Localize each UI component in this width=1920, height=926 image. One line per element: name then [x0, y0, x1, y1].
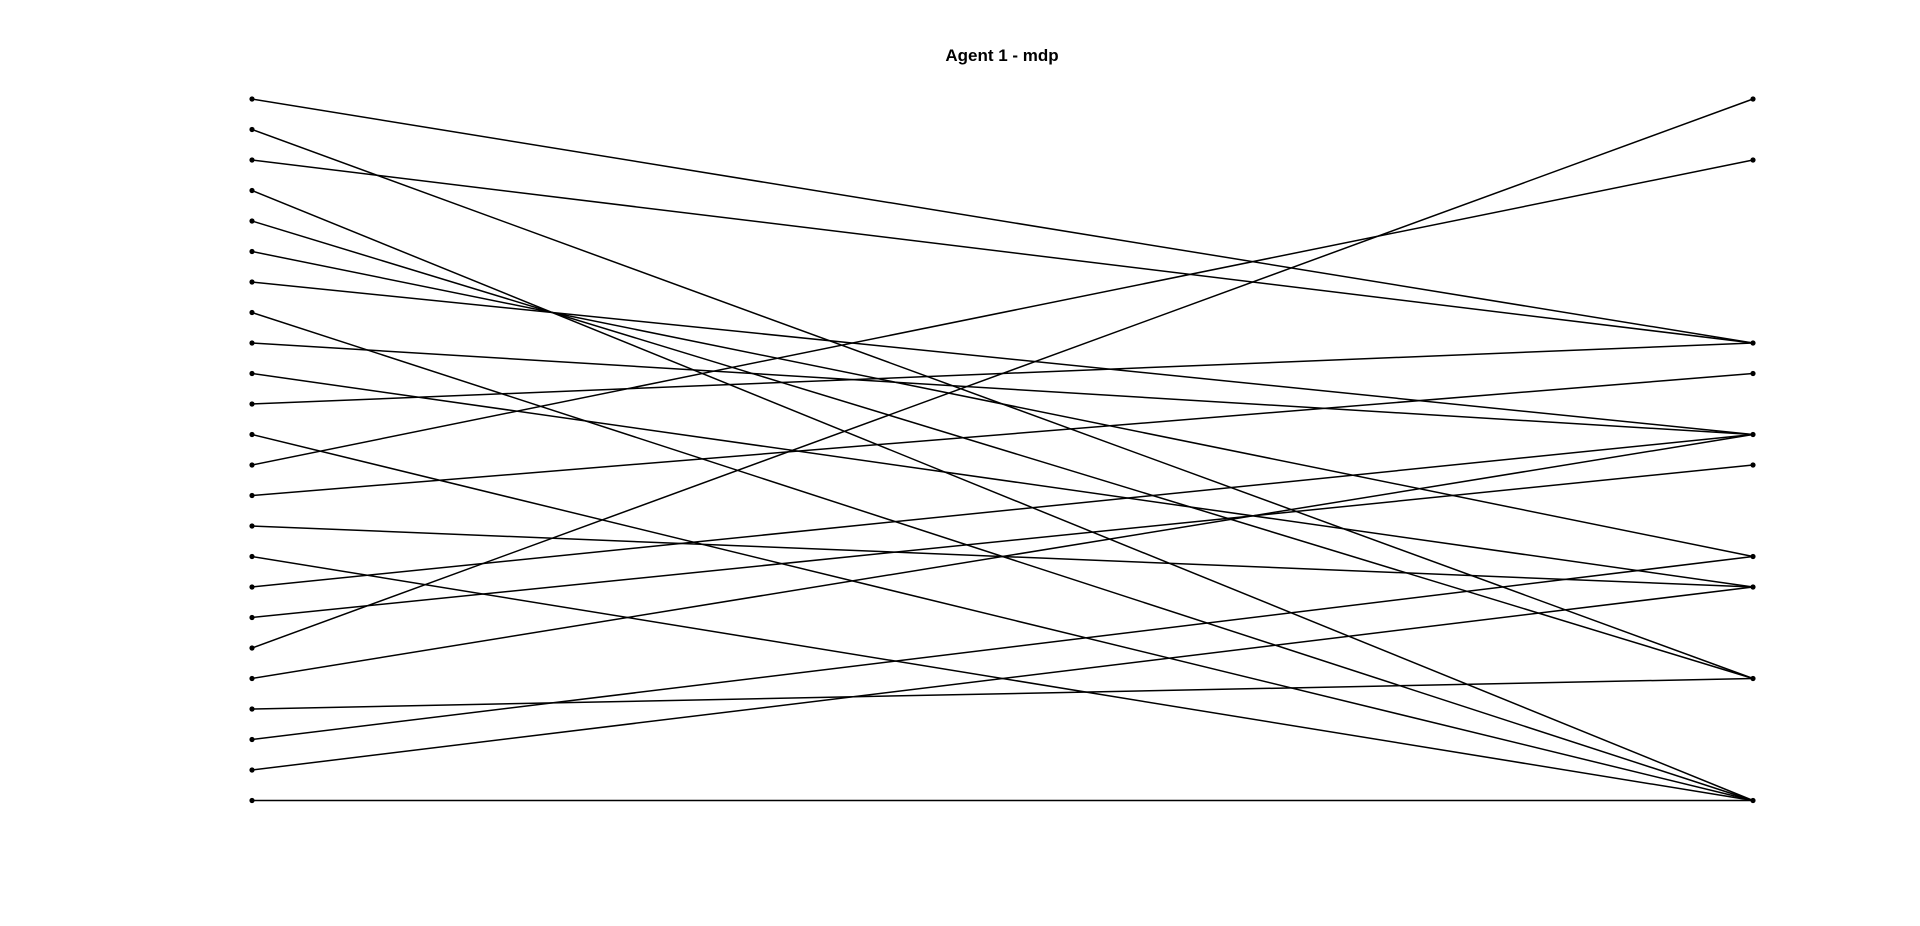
- left-node-0: [249, 96, 255, 102]
- edge-9-16: [251, 372, 1754, 588]
- edge-2-8: [251, 159, 1754, 344]
- edge-21-15: [251, 555, 1754, 741]
- right-node-12: [1750, 462, 1756, 468]
- left-node-7: [249, 309, 255, 316]
- edge-6-11: [251, 281, 1754, 436]
- edge-12-2: [251, 159, 1754, 466]
- right-node-11: [1750, 431, 1756, 438]
- edge-18-0: [251, 98, 1754, 649]
- left-node-10: [249, 401, 255, 407]
- right-node-23: [1750, 797, 1756, 804]
- left-node-22: [249, 767, 255, 773]
- left-node-20: [249, 706, 255, 712]
- edge-17-12: [251, 464, 1754, 619]
- left-node-19: [249, 675, 255, 682]
- edge-11-23: [251, 433, 1754, 802]
- left-node-8: [249, 340, 255, 346]
- edge-0-8: [251, 98, 1754, 344]
- left-node-9: [249, 370, 255, 377]
- right-node-15: [1750, 553, 1756, 560]
- left-node-2: [249, 157, 255, 163]
- left-node-12: [249, 462, 255, 468]
- left-node-15: [249, 553, 255, 560]
- edge-5-15: [251, 250, 1754, 558]
- edge-22-16: [251, 586, 1754, 771]
- edge-4-19: [251, 220, 1754, 680]
- left-node-23: [249, 797, 255, 804]
- right-node-2: [1750, 157, 1756, 163]
- left-node-1: [249, 126, 255, 133]
- left-node-4: [249, 218, 255, 224]
- right-node-16: [1750, 584, 1756, 590]
- edge-16-11: [251, 433, 1754, 588]
- left-node-6: [249, 279, 255, 285]
- left-node-13: [249, 492, 255, 499]
- left-node-11: [249, 431, 255, 438]
- right-node-19: [1750, 675, 1756, 682]
- edge-20-19: [251, 677, 1754, 710]
- left-node-17: [249, 614, 255, 621]
- edge-13-9: [251, 372, 1754, 497]
- left-node-21: [249, 736, 255, 743]
- edge-8-11: [251, 342, 1754, 436]
- edge-3-23: [251, 189, 1754, 802]
- left-node-16: [249, 584, 255, 590]
- right-node-0: [1750, 96, 1756, 102]
- right-node-9: [1750, 370, 1756, 377]
- chart-title: Agent 1 - mdp: [945, 46, 1058, 65]
- left-node-14: [249, 523, 255, 529]
- edge-19-11: [251, 433, 1754, 680]
- left-node-18: [249, 645, 255, 651]
- right-node-8: [1750, 340, 1756, 346]
- node-group: [249, 96, 1756, 804]
- left-node-3: [249, 187, 255, 194]
- link-group: [251, 98, 1754, 802]
- left-node-5: [249, 248, 255, 255]
